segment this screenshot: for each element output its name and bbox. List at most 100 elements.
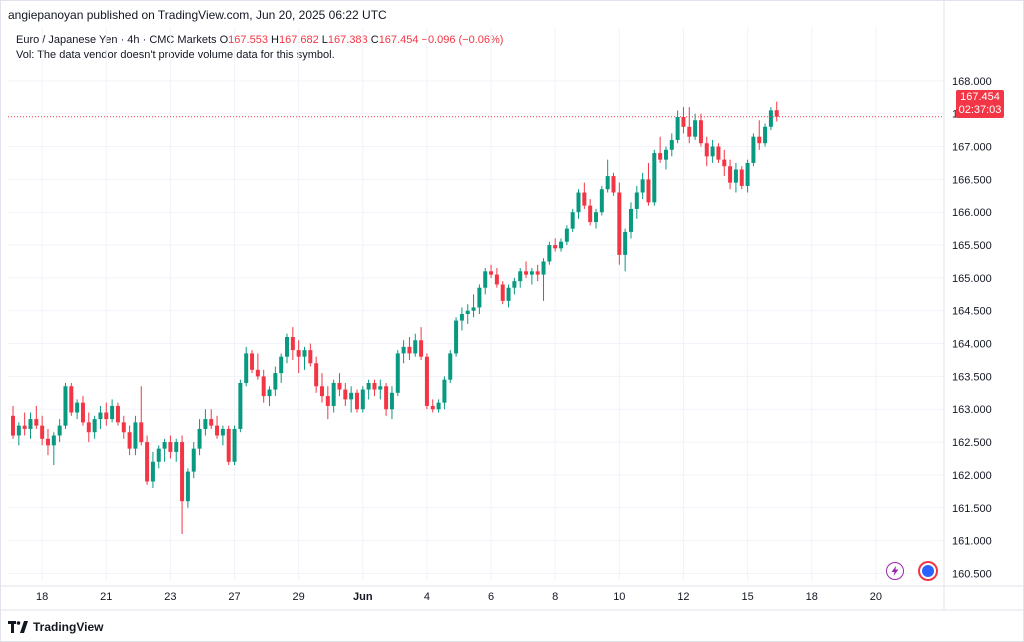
candle-body (710, 146, 715, 157)
candle-body (687, 126, 692, 137)
footer: TradingView (8, 618, 103, 636)
candle-body (436, 402, 441, 410)
candle-body (110, 405, 115, 420)
candle-body (559, 241, 564, 249)
candle-body (168, 442, 173, 452)
candle-body (185, 471, 190, 502)
candle-body (57, 425, 62, 436)
candle-body (115, 405, 120, 423)
candle-body (459, 314, 464, 321)
candle-body (722, 159, 727, 167)
time-tick-label: 10 (613, 591, 625, 603)
candle-body (768, 110, 773, 127)
close-value: 167.454 (378, 34, 419, 46)
candle-body (34, 419, 39, 426)
price-tick-label: 162.500 (952, 437, 992, 449)
candle-body (296, 350, 301, 357)
candle-body (564, 228, 569, 242)
candle-body (290, 336, 295, 351)
price-tick-label: 163.000 (952, 404, 992, 416)
tradingview-logo-icon[interactable] (8, 621, 28, 633)
candle-body (378, 386, 383, 390)
low-value: 167.383 (327, 34, 368, 46)
candle-body (28, 419, 33, 429)
candle-body (220, 428, 225, 436)
candle-body (337, 382, 342, 390)
price-tick-label: 164.000 (952, 339, 992, 351)
candle-body (197, 428, 202, 449)
candle-body (22, 425, 27, 429)
candle-body (477, 287, 482, 308)
candle-body (343, 389, 348, 400)
time-tick-label: 18 (36, 591, 48, 603)
legend-line-1: Euro / Japanese Yen · 4h · CMC Markets O… (16, 33, 503, 48)
candle-body (704, 143, 709, 157)
price-tick-label: 161.000 (952, 536, 992, 548)
candle-body (547, 245, 552, 262)
candle-body (244, 353, 249, 383)
lightning-icon[interactable] (886, 562, 904, 580)
candle-body (255, 369, 260, 377)
bar-countdown: 02:37:03 (958, 104, 1002, 116)
candle-body (395, 353, 400, 393)
candle-body (285, 336, 290, 357)
candle-body (104, 412, 109, 420)
price-tick-label: 165.500 (952, 240, 992, 252)
candle-body (424, 356, 429, 406)
candle-body (51, 435, 56, 446)
symbol-legend[interactable]: Euro / Japanese Yen · 4h · CMC Markets O… (16, 33, 503, 63)
candle-body (669, 139, 674, 150)
candle-body (279, 356, 284, 374)
publisher-line: angiepanoyan published on TradingView.co… (8, 8, 387, 22)
time-axis: 18 21 23 27 29 Jun 4 6 8 10 12 15 18 20 (0, 585, 1024, 611)
candle-body (658, 153, 663, 160)
candle-body (611, 176, 616, 193)
candle-body (389, 392, 394, 410)
price-tick-label: 162.000 (952, 470, 992, 482)
candle-body (349, 392, 354, 400)
candle-body (314, 363, 319, 387)
candle-body (80, 402, 85, 423)
candle-body (535, 271, 540, 275)
candle-body (86, 422, 91, 433)
time-tick-label: 21 (100, 591, 112, 603)
candle-body (681, 116, 686, 127)
price-tick-label: 160.500 (952, 568, 992, 580)
candle-body (594, 212, 598, 223)
candle-body (733, 169, 738, 183)
candle-body (728, 166, 733, 183)
symbol-description[interactable]: Euro / Japanese Yen · 4h · CMC Markets (16, 34, 217, 46)
price-tick-label: 167.000 (952, 142, 992, 154)
candle-body (401, 346, 406, 354)
candle-body (570, 212, 575, 229)
candle-body (599, 189, 604, 213)
candle-body (372, 382, 377, 390)
grid-lines (8, 28, 944, 580)
candle-body (261, 376, 266, 397)
candle-body (98, 412, 103, 420)
candle-body (209, 419, 214, 426)
candle-body (442, 379, 447, 403)
candle-body (360, 389, 365, 410)
candle-body (454, 320, 459, 354)
candle-body (628, 208, 633, 232)
time-tick-label: 27 (228, 591, 240, 603)
price-tick-label: 166.000 (952, 207, 992, 219)
globe-icon[interactable] (918, 561, 938, 581)
candle-body (75, 402, 80, 413)
candles (11, 101, 779, 535)
candle-body (663, 149, 668, 160)
candle-body (145, 442, 150, 482)
time-tick-label: 29 (293, 591, 305, 603)
candle-body (180, 442, 185, 502)
time-tick-label: 6 (488, 591, 494, 603)
candle-body (191, 448, 196, 472)
time-tick-label: 15 (741, 591, 753, 603)
candle-body (302, 350, 307, 357)
candle-body (518, 271, 523, 282)
candle-body (16, 425, 21, 436)
candle-body (745, 162, 750, 186)
candle-body (494, 274, 499, 285)
brand-name[interactable]: TradingView (33, 620, 104, 634)
